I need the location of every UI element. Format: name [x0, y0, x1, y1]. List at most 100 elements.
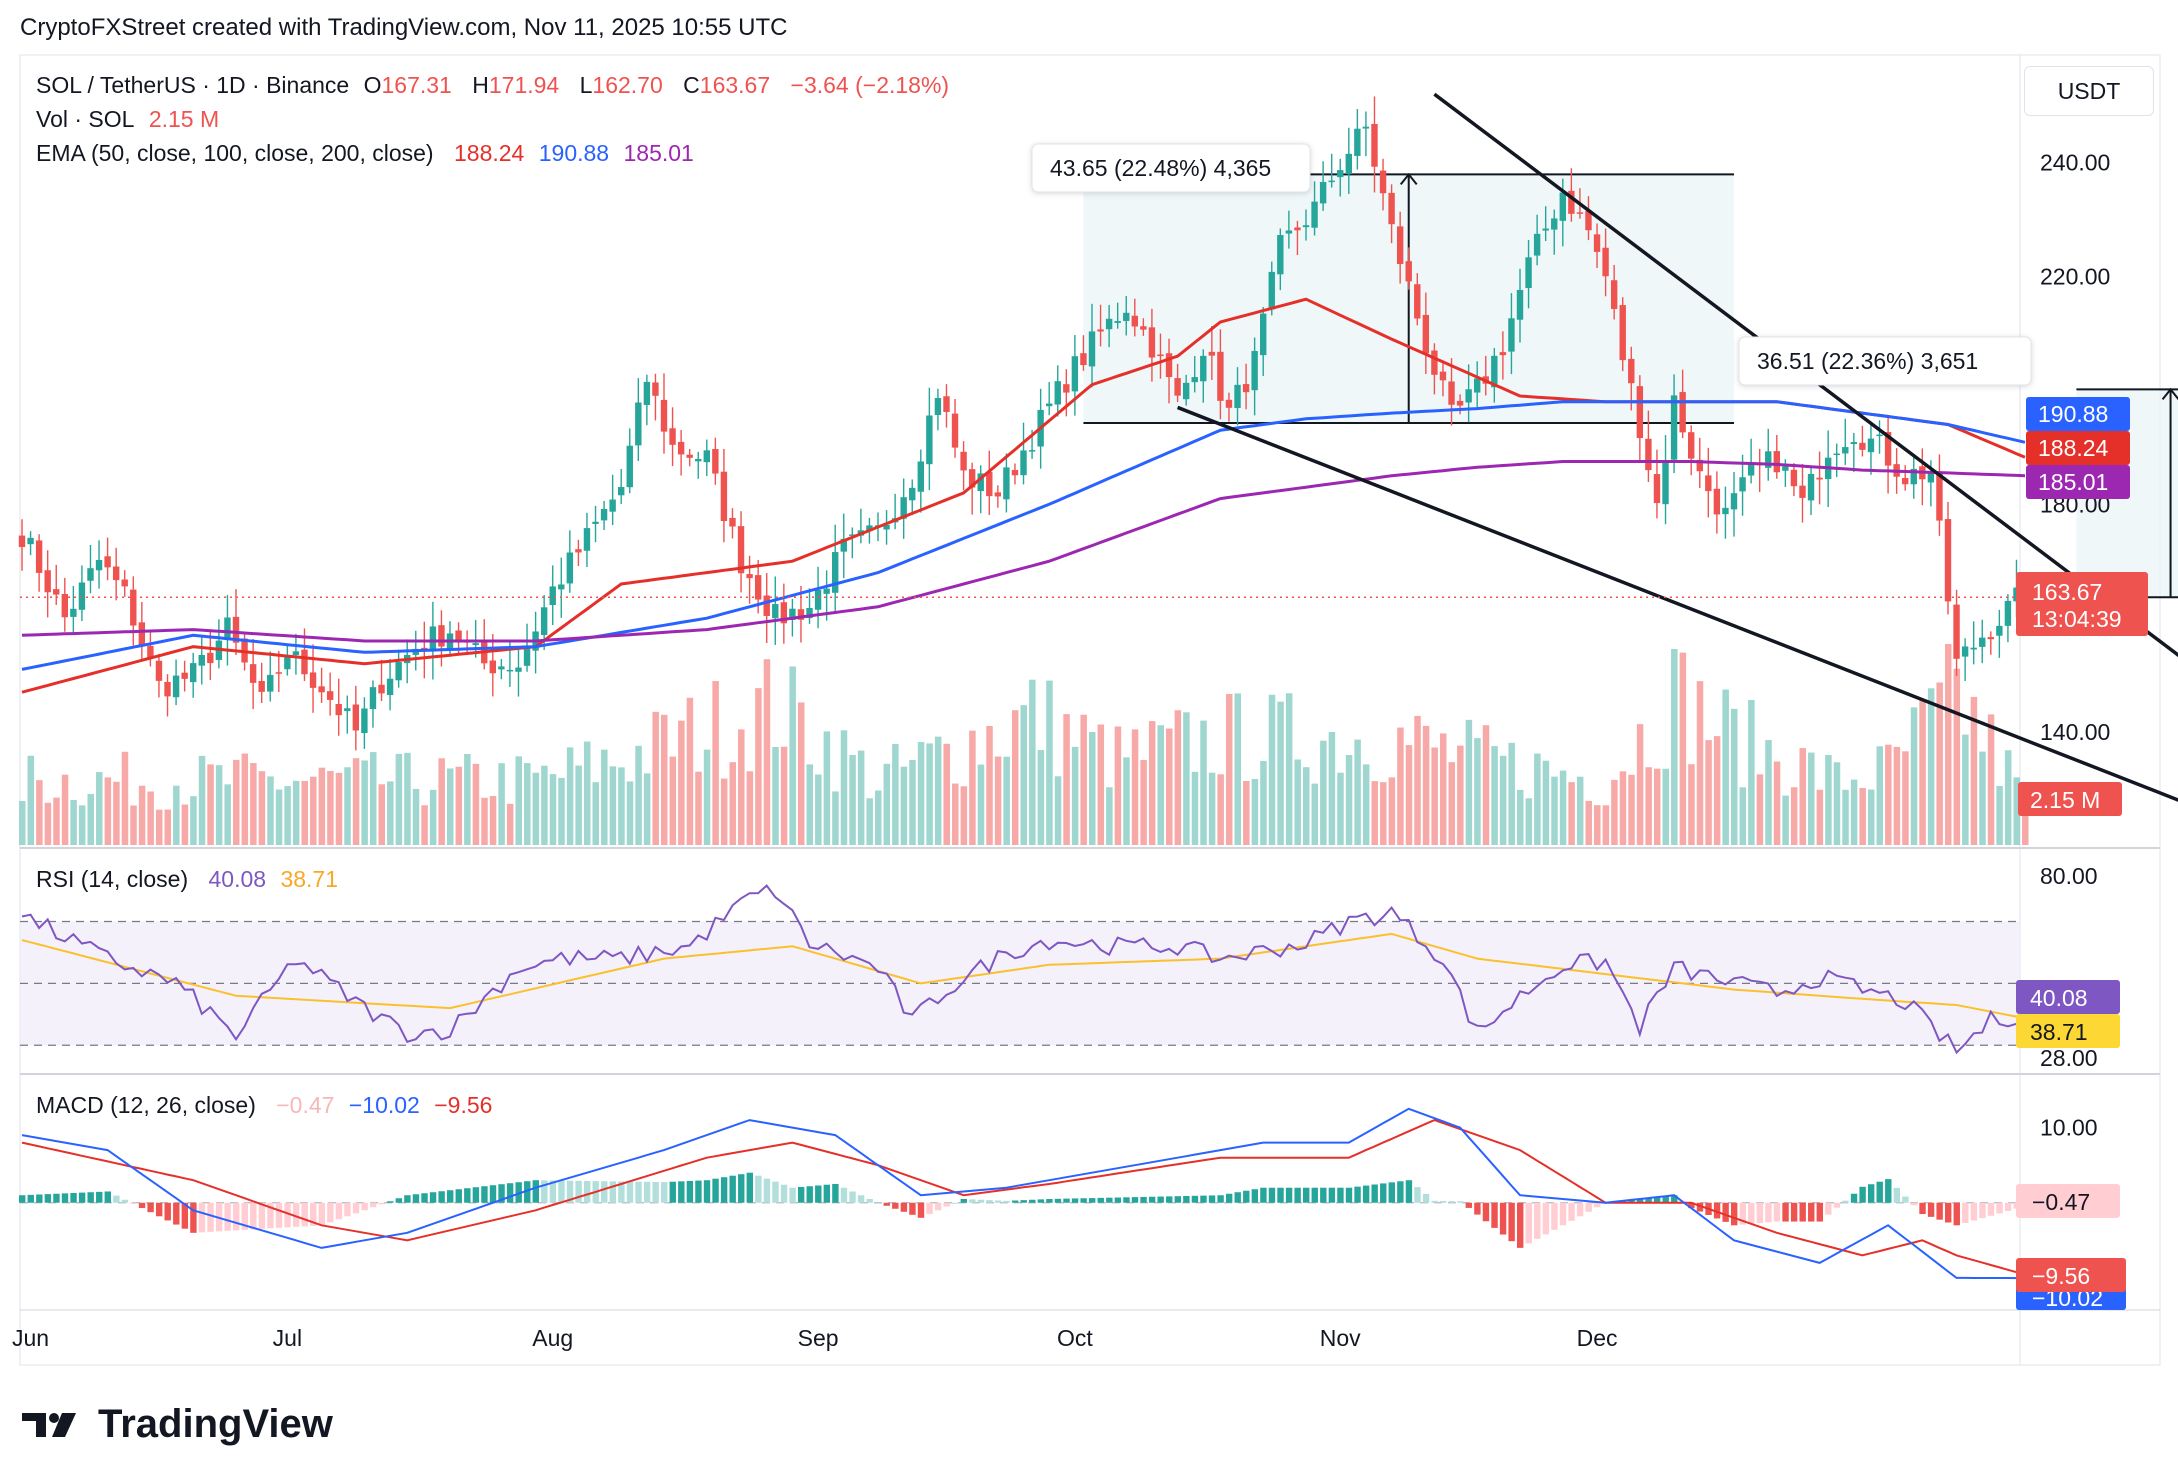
volume-tag[interactable]: 2.15 M — [2018, 782, 2122, 816]
macd-hist-bar — [755, 1175, 762, 1203]
ema100-tag[interactable]: 190.88 — [2026, 397, 2130, 431]
candle — [1559, 192, 1566, 221]
macd-line[interactable] — [21, 1107, 2025, 1280]
ema100-line[interactable] — [21, 400, 2026, 671]
high-label: H — [472, 72, 489, 98]
rsi-label[interactable]: RSI (14, close) — [36, 866, 189, 892]
macd-label[interactable]: MACD (12, 26, close) — [36, 1092, 256, 1118]
macd-hist-bar — [857, 1195, 865, 1203]
candle — [207, 652, 214, 664]
candle — [1722, 507, 1729, 515]
macd-hist-bar — [1337, 1187, 1344, 1203]
candle — [1491, 355, 1498, 388]
macd-hist-bar — [1688, 1202, 1695, 1209]
volume-bar — [866, 798, 873, 845]
candle — [823, 588, 830, 594]
time-tick-label: Jul — [273, 1325, 302, 1351]
candle — [181, 672, 188, 679]
volume-bar — [1748, 700, 1755, 845]
volume-bar — [344, 767, 351, 845]
macd-hist-tag-text: −0.47 — [2032, 1189, 2090, 1215]
volume-bar — [464, 754, 471, 845]
candle — [1414, 284, 1421, 319]
volume-bar — [429, 789, 437, 845]
ema200-line[interactable] — [21, 460, 2026, 643]
macd-hist-bar — [78, 1192, 86, 1203]
macd-hist-bar — [1362, 1185, 1370, 1203]
candle — [1602, 247, 1609, 277]
measure-label-bg — [1031, 143, 1311, 193]
candle — [438, 625, 445, 647]
macd-hist-bar — [1071, 1198, 1079, 1203]
macd-hist-bar — [1842, 1200, 1849, 1203]
rsi-ma-line[interactable] — [21, 932, 2026, 1020]
rsi-tag-bg — [2016, 980, 2120, 1014]
measure-label[interactable]: 43.65 (22.48%) 4,365 — [1031, 143, 1311, 193]
volume-bar — [404, 752, 411, 845]
candle — [618, 487, 625, 496]
chart-attribution: CryptoFXStreet created with TradingView.… — [20, 14, 788, 41]
volume-bar — [541, 765, 548, 845]
macd-hist-bar — [1876, 1181, 1883, 1203]
candle — [1131, 315, 1138, 327]
candle — [1054, 381, 1061, 405]
macd-hist-bar — [1850, 1193, 1858, 1203]
symbol-title[interactable]: SOL / TetherUS · 1D · Binance — [36, 72, 350, 98]
volume-bar — [215, 765, 223, 845]
macd-hist-tag[interactable]: −0.47 — [2016, 1184, 2120, 1218]
macd-hist-bar — [943, 1202, 950, 1207]
rsi-ma-tag[interactable]: 38.71 — [2016, 1014, 2120, 1048]
volume-bar — [1653, 768, 1661, 845]
macd-hist-bar — [609, 1181, 617, 1203]
macd-hist-bar — [1825, 1202, 1832, 1215]
volume-bar — [994, 756, 1002, 845]
macd-signal-line[interactable] — [21, 1119, 2026, 1276]
candle — [489, 660, 496, 674]
ema50-tag[interactable]: 188.24 — [2026, 431, 2130, 465]
macd-hist-bar — [1260, 1187, 1267, 1203]
macd-hist-bar — [1448, 1201, 1455, 1203]
volume-bar — [1987, 714, 1995, 845]
macd-hist-bar — [1354, 1186, 1361, 1203]
volume-bar — [1705, 740, 1712, 845]
macd-hist-bar — [960, 1199, 967, 1203]
candle — [1996, 625, 2003, 636]
ema200-tag[interactable]: 185.01 — [2026, 465, 2130, 499]
macd-hist-bar — [583, 1180, 591, 1203]
macd-signal-tag[interactable]: −9.56 — [2016, 1258, 2126, 1292]
rsi-tag[interactable]: 40.08 — [2016, 980, 2120, 1014]
volume-bar — [130, 805, 137, 845]
tradingview-logo[interactable]: TradingView — [22, 1402, 333, 1447]
volume-bar — [1902, 751, 1909, 845]
currency-selector[interactable]: USDT — [2024, 66, 2154, 116]
volume-bar — [275, 789, 283, 845]
macd-hist-bar — [310, 1202, 317, 1226]
measure-label[interactable]: 36.51 (22.36%) 3,651 — [1738, 336, 2032, 386]
macd-hist-bar — [652, 1181, 659, 1203]
macd-hist-bar — [1080, 1198, 1087, 1203]
volume-bar — [2022, 789, 2029, 845]
macd-hist-bar — [27, 1194, 34, 1203]
macd-hist-bar — [164, 1202, 171, 1221]
candle — [600, 508, 608, 521]
volume-bar — [421, 805, 428, 845]
volume-bar — [1876, 746, 1884, 845]
candle — [575, 549, 582, 553]
volume-bar — [369, 752, 377, 845]
ema-label[interactable]: EMA (50, close, 100, close, 200, close) — [36, 140, 434, 166]
trendline-lower[interactable] — [1176, 405, 2178, 802]
volume-bar — [524, 763, 531, 845]
rsi-line[interactable] — [21, 884, 2026, 1055]
volume-bar — [823, 731, 831, 845]
macd-tick-label: 10.00 — [2040, 1115, 2098, 1141]
candle — [626, 445, 633, 488]
volume-label[interactable]: Vol · SOL — [36, 106, 135, 132]
candle — [669, 428, 676, 445]
macd-hist-bar — [1243, 1190, 1250, 1203]
volume-bar — [1833, 762, 1841, 845]
candle — [1242, 384, 1250, 393]
candle — [1260, 313, 1267, 356]
candle — [1850, 442, 1858, 445]
